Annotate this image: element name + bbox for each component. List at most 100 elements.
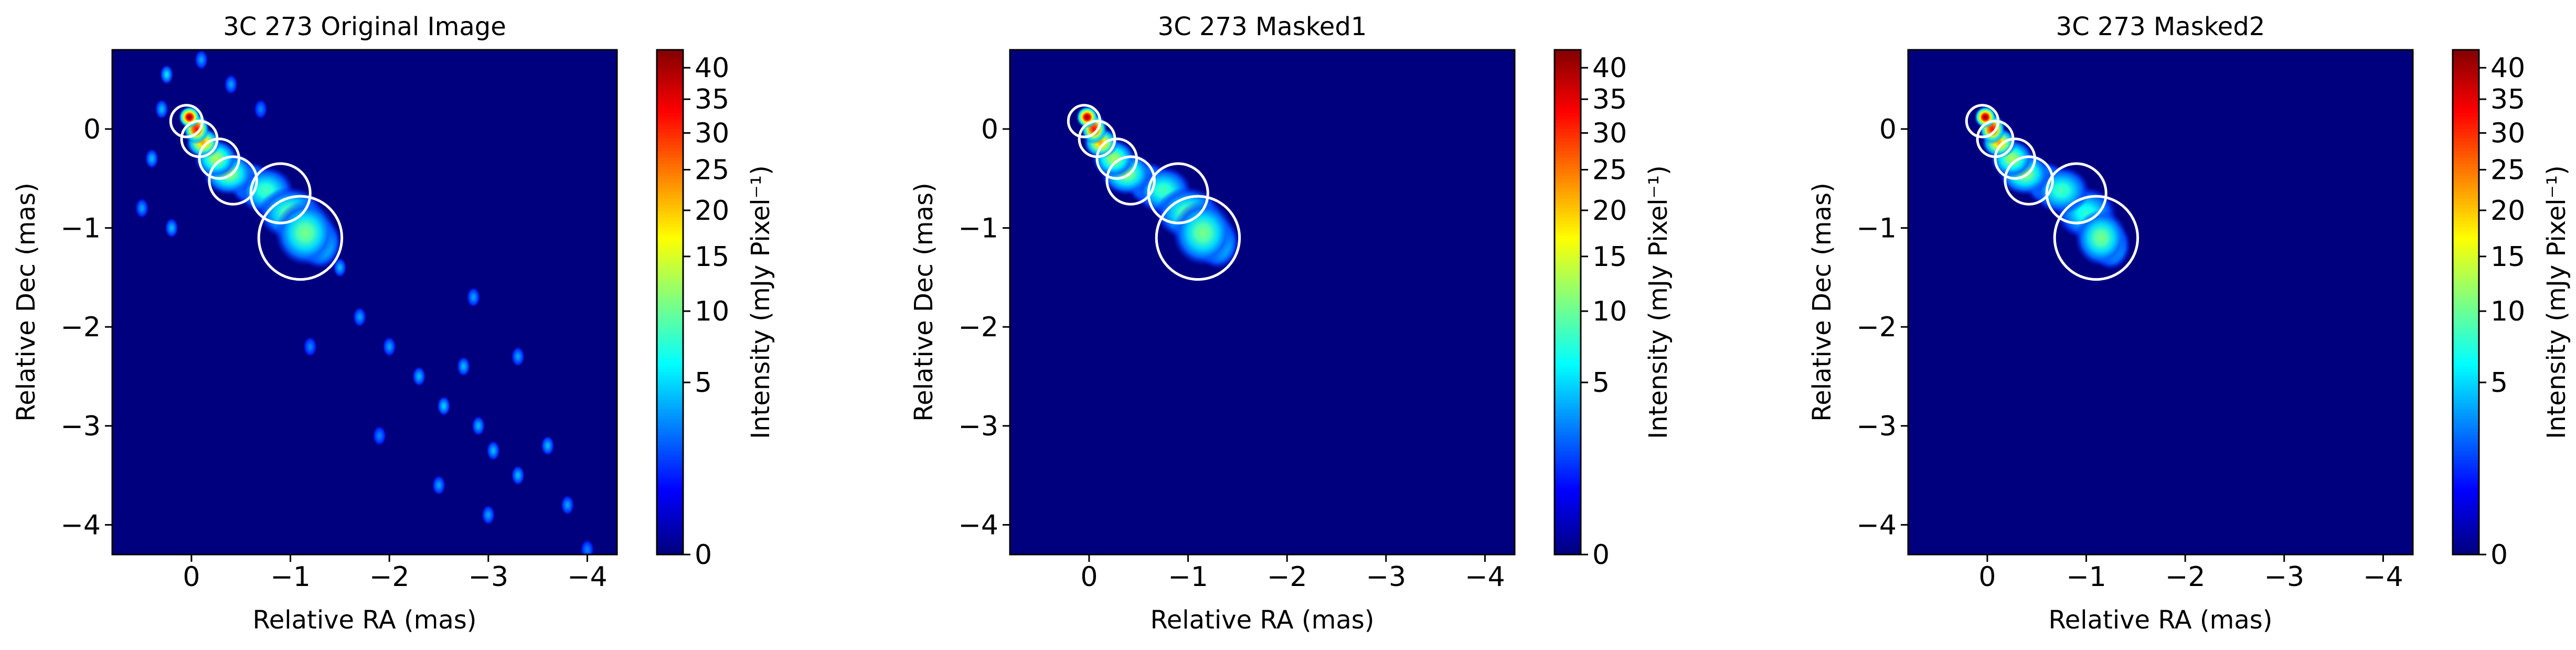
colorbar-segment: [657, 59, 683, 63]
colorbar-segment: [2453, 129, 2479, 133]
colorbar-segment: [1555, 135, 1581, 139]
colorbar-segment: [1555, 485, 1581, 489]
colorbar-segment: [2453, 431, 2479, 435]
colorbar-segment: [2453, 173, 2479, 177]
colorbar-segment: [657, 198, 683, 202]
colorbar-segment: [2453, 110, 2479, 114]
colorbar-segment: [2453, 59, 2479, 63]
colorbar-segment: [657, 110, 683, 114]
colorbar-segment: [1555, 346, 1581, 350]
colorbar-segment: [1555, 100, 1581, 104]
colorbar-segment: [2453, 207, 2479, 211]
colorbar-segment: [657, 251, 683, 255]
colorbar-segment: [1555, 387, 1581, 391]
colorbar-segment: [657, 538, 683, 542]
colorbar-segment: [1555, 182, 1581, 186]
colorbar-segment: [2453, 419, 2479, 423]
colorbar-segment: [2453, 340, 2479, 344]
colorbar-segment: [657, 132, 683, 136]
colorbar-segment: [1555, 504, 1581, 508]
model-circle: [249, 162, 312, 225]
colorbar-segment: [2453, 229, 2479, 233]
colorbar-segment: [1555, 220, 1581, 224]
y-tick-label: 0: [83, 114, 101, 145]
colorbar-segment: [1555, 122, 1581, 126]
colorbar-segment: [1555, 81, 1581, 85]
colorbar-segment: [1555, 318, 1581, 322]
colorbar-tick-label: 5: [2490, 367, 2508, 399]
colorbar-segment: [1555, 428, 1581, 432]
colorbar-segment: [2453, 400, 2479, 404]
colorbar-tick-label: 0: [695, 539, 712, 571]
colorbar-segment: [1555, 273, 1581, 278]
colorbar-segment: [657, 393, 683, 398]
colorbar-segment: [1555, 66, 1581, 69]
colorbar-frame: [1553, 49, 1582, 556]
noise-source: [486, 441, 500, 461]
colorbar-segment: [2453, 327, 2479, 331]
colorbar-segment: [657, 450, 683, 454]
colorbar-segment: [2453, 532, 2479, 536]
colorbar-segment: [1555, 160, 1581, 164]
colorbar-segment: [657, 50, 683, 54]
panel-masked2: 3C 273 Masked2 0 −1 −2 −3 −4 0 −1 −2 −3 −4 Relat…: [1807, 12, 2571, 635]
colorbar-segment: [1555, 321, 1581, 325]
colorbar-segment: [1555, 431, 1581, 435]
colorbar-segment: [657, 349, 683, 353]
colorbar-segment: [1555, 438, 1581, 442]
colorbar-segment: [657, 147, 683, 152]
colorbar-segment: [1555, 214, 1581, 218]
colorbar-segment: [1555, 97, 1581, 101]
colorbar-segment: [2453, 450, 2479, 454]
colorbar-segment: [657, 254, 683, 259]
colorbar-segment: [657, 106, 683, 111]
colorbar-segment: [657, 312, 683, 315]
colorbar-segment: [2453, 390, 2479, 395]
colorbar-segment: [1555, 384, 1581, 388]
colorbar-segment: [657, 526, 683, 530]
colorbar-segment: [1555, 264, 1581, 268]
colorbar-segment: [1555, 327, 1581, 331]
y-tick-label: −2: [958, 312, 998, 343]
colorbar-segment: [1555, 103, 1581, 108]
colorbar-segment: [1555, 50, 1581, 54]
colorbar-segment: [2453, 472, 2479, 476]
colorbar-segment: [1555, 157, 1581, 161]
colorbar-segment: [2453, 497, 2479, 502]
colorbar-segment: [2453, 393, 2479, 398]
colorbar-tick-label: 35: [2490, 84, 2525, 115]
colorbar-segment: [2453, 315, 2479, 318]
colorbar-segment: [657, 94, 683, 98]
colorbar-segment: [657, 185, 683, 189]
noise-source: [467, 287, 480, 307]
colorbar-segment: [1555, 475, 1581, 479]
colorbar-tick-label: 25: [695, 154, 729, 186]
colorbar-segment: [2453, 305, 2479, 309]
x-tick-label: −3: [468, 561, 508, 593]
colorbar-segment: [1555, 447, 1581, 451]
colorbar-segment: [1555, 419, 1581, 423]
colorbar-segment: [2453, 504, 2479, 508]
colorbar-segment: [657, 261, 683, 265]
colorbar-segment: [2453, 125, 2479, 130]
colorbar-segment: [657, 135, 683, 139]
colorbar-segment: [1555, 276, 1581, 281]
colorbar-segment: [2453, 119, 2479, 123]
y-tick-label: −3: [1856, 411, 1897, 442]
colorbar-segment: [657, 229, 683, 233]
y-tick-label: 0: [981, 114, 998, 145]
colorbar-segment: [1555, 406, 1581, 410]
colorbar-segment: [657, 81, 683, 85]
colorbar-segment: [1555, 371, 1581, 376]
colorbar-segment: [1555, 312, 1581, 315]
y-tick-label: 0: [1879, 114, 1897, 145]
model-circle: [2045, 162, 2107, 225]
colorbar-segment: [2453, 69, 2479, 72]
colorbar-segment: [1555, 337, 1581, 340]
colorbar-segment: [657, 207, 683, 211]
colorbar-tick-label: 25: [1592, 154, 1627, 186]
model-circle: [2004, 155, 2054, 206]
colorbar-segment: [657, 444, 683, 448]
colorbar-segment: [657, 116, 683, 120]
colorbar-frame: [656, 49, 684, 556]
